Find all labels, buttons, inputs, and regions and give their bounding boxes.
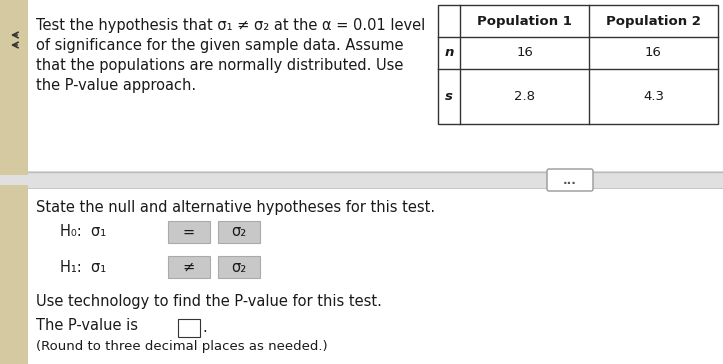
Text: ≠: ≠ (183, 260, 195, 274)
Text: the P-value approach.: the P-value approach. (36, 78, 196, 93)
Text: 2.8: 2.8 (514, 90, 535, 103)
Bar (178, 319, 200, 337)
Text: (Round to three decimal places as needed.): (Round to three decimal places as needed… (36, 340, 328, 353)
Bar (168, 256, 210, 278)
Text: H₁:  σ₁: H₁: σ₁ (60, 260, 106, 274)
Text: Use technology to find the P-value for this test.: Use technology to find the P-value for t… (36, 294, 382, 309)
Text: σ₂: σ₂ (231, 260, 247, 274)
Text: State the null and alternative hypotheses for this test.: State the null and alternative hypothese… (36, 200, 435, 215)
Bar (0, 185, 28, 364)
Bar (438, 5, 718, 124)
Text: Population 2: Population 2 (606, 15, 701, 28)
Text: 16: 16 (645, 47, 662, 59)
FancyBboxPatch shape (547, 169, 593, 191)
Text: of significance for the given sample data. Assume: of significance for the given sample dat… (36, 38, 403, 53)
Text: n: n (445, 47, 454, 59)
Bar (168, 221, 210, 243)
Bar (218, 221, 260, 243)
Text: Population 1: Population 1 (477, 15, 572, 28)
Text: Test the hypothesis that σ₁ ≠ σ₂ at the α = 0.01 level: Test the hypothesis that σ₁ ≠ σ₂ at the … (36, 18, 425, 33)
Bar (0, 0, 723, 175)
Text: The P-value is: The P-value is (36, 318, 142, 333)
Bar (218, 256, 260, 278)
Text: 4.3: 4.3 (643, 90, 664, 103)
Text: s: s (445, 90, 453, 103)
Bar (0, 185, 723, 364)
Text: .: . (202, 320, 207, 335)
Text: that the populations are normally distributed. Use: that the populations are normally distri… (36, 58, 403, 73)
Text: H₀:  σ₁: H₀: σ₁ (60, 225, 106, 240)
Text: 16: 16 (516, 47, 533, 59)
Bar (0, 171, 723, 189)
Bar (0, 0, 28, 175)
Text: ...: ... (563, 174, 577, 186)
Text: σ₂: σ₂ (231, 225, 247, 240)
Text: =: = (183, 225, 195, 240)
